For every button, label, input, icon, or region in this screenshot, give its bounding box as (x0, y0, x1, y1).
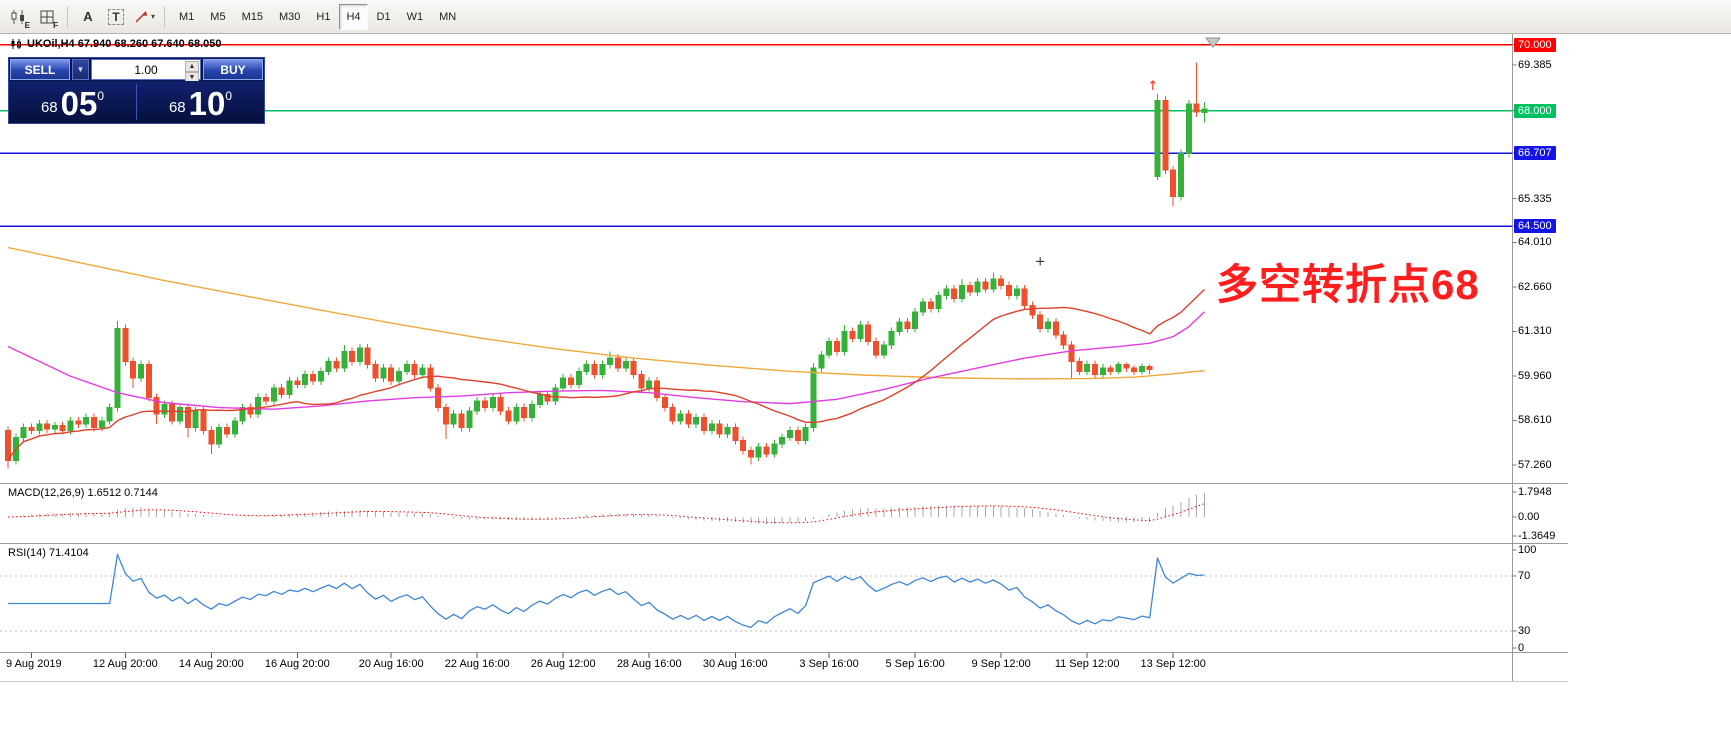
volume-input[interactable]: 1.00 ▲ ▼ (91, 59, 201, 83)
buy-price-prefix: 68 (168, 99, 186, 116)
volume-stepper: ▲ ▼ (185, 61, 199, 83)
timeframe-button-w1[interactable]: W1 (400, 4, 431, 30)
buy-price[interactable]: 68 10 0 (137, 81, 264, 123)
macd-histogram (15, 492, 1205, 524)
one-click-trading-panel: SELL ▼ 1.00 ▲ ▼ BUY 68 05 0 68 10 (8, 57, 265, 124)
text-tool-label: T (108, 8, 124, 25)
profiles-subscript: F (53, 20, 58, 30)
timeframe-button-h1[interactable]: H1 (309, 4, 337, 30)
chart-marker[interactable]: + (1035, 255, 1046, 270)
timeframe-group: M1 M5 M15 M30 H1 H4 D1 W1 MN (171, 3, 464, 30)
arrow-line-icon (135, 10, 147, 23)
trade-panel-divider (136, 84, 137, 120)
sell-price-big: 05 (60, 85, 98, 122)
timeframe-button-m15[interactable]: M15 (235, 4, 270, 30)
buy-button[interactable]: BUY (203, 59, 263, 80)
timeframe-button-m1[interactable]: M1 (172, 4, 201, 30)
volume-value: 1.00 (134, 62, 158, 77)
timeframe-button-h4[interactable]: H4 (339, 3, 368, 30)
timeframe-button-d1[interactable]: D1 (370, 4, 398, 30)
ma-mid-line (7, 311, 1205, 410)
draw-arrow-tool-button[interactable]: ▾ (131, 4, 157, 30)
sell-price-sup: 0 (97, 89, 105, 103)
sell-price[interactable]: 68 05 0 (9, 81, 136, 123)
trade-panel-price-row: 68 05 0 68 10 0 (9, 81, 264, 123)
chart-shift-marker[interactable] (1204, 37, 1222, 48)
trade-panel-top-row: SELL ▼ 1.00 ▲ ▼ BUY (9, 58, 264, 83)
text-tool-button[interactable]: T (103, 4, 129, 30)
candlestick-chart-tool-button[interactable]: E (6, 4, 32, 30)
order-type-dropdown[interactable]: ▼ (72, 59, 89, 80)
buy-price-big: 10 (188, 85, 226, 122)
grid-windows-icon (40, 10, 54, 23)
volume-up-button[interactable]: ▲ (185, 61, 199, 72)
sell-button[interactable]: SELL (10, 59, 70, 80)
toolbar: E F A T ▾ M1 M5 M15 M30 H1 H4 D1 W1 MN (0, 0, 1731, 34)
buy-price-sup: 0 (225, 89, 233, 103)
chevron-down-icon: ▾ (150, 12, 155, 21)
toolbar-separator (67, 5, 68, 28)
candlestick-chart-icon (11, 9, 24, 24)
timeframe-button-mn[interactable]: MN (432, 4, 463, 30)
timeframe-button-m30[interactable]: M30 (272, 4, 307, 30)
candlestick-series (5, 62, 1208, 469)
ma-slow-line (7, 246, 1205, 380)
sell-price-prefix: 68 (40, 99, 58, 116)
cursor-tool-button[interactable]: A (75, 4, 101, 30)
toolbar-separator (164, 5, 165, 28)
rsi-line (8, 553, 1205, 628)
cursor-tool-label: A (83, 9, 93, 24)
ma-fast-line (7, 288, 1205, 461)
chevron-down-icon: ▼ (76, 65, 85, 74)
charts-subscript: E (24, 20, 30, 30)
chart-marker[interactable]: ↑ (1147, 79, 1158, 94)
profiles-tool-button[interactable]: F (34, 4, 60, 30)
timeframe-button-m5[interactable]: M5 (203, 4, 232, 30)
